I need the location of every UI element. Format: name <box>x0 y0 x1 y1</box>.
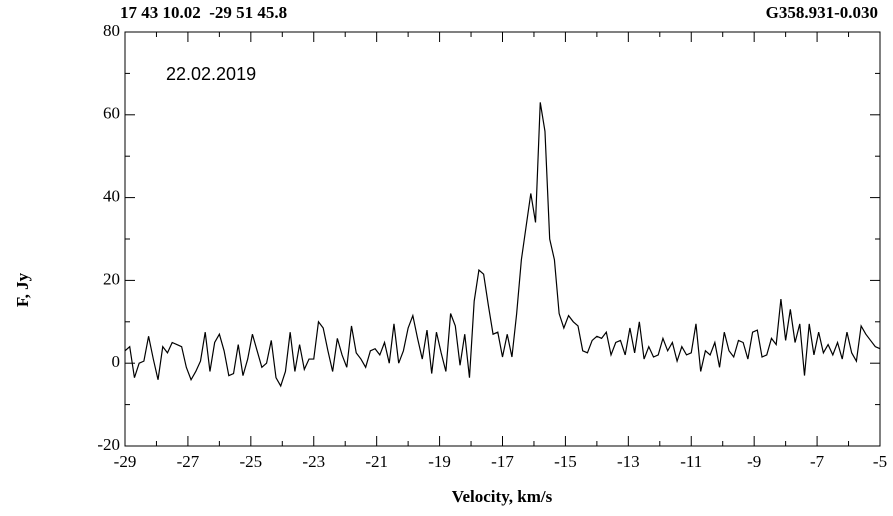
x-tick-label: -5 <box>873 452 887 471</box>
x-tick-label: -7 <box>810 452 825 471</box>
x-axis-label: Velocity, km/s <box>452 487 553 506</box>
x-tick-label: -21 <box>365 452 388 471</box>
y-tick-label: 0 <box>112 352 121 371</box>
x-tick-label: -17 <box>491 452 514 471</box>
x-tick-label: -15 <box>554 452 577 471</box>
x-tick-label: -13 <box>617 452 640 471</box>
x-tick-label: -29 <box>114 452 137 471</box>
title-left: 17 43 10.02 -29 51 45.8 <box>120 3 287 22</box>
y-tick-label: -20 <box>97 435 120 454</box>
x-tick-label: -25 <box>239 452 262 471</box>
y-tick-label: 20 <box>103 269 120 288</box>
spectrum-line <box>124 102 881 388</box>
plot-frame <box>124 31 881 447</box>
x-tick-label: -19 <box>428 452 451 471</box>
y-tick-label: 40 <box>103 187 120 206</box>
title-right: G358.931-0.030 <box>766 3 878 22</box>
x-tick-label: -27 <box>177 452 200 471</box>
y-axis-label: F, Jy <box>13 272 32 307</box>
annotation: 22.02.2019 <box>166 64 256 84</box>
x-tick-label: -11 <box>680 452 702 471</box>
x-tick-label: -23 <box>302 452 325 471</box>
y-tick-label: 60 <box>103 104 120 123</box>
x-tick-label: -9 <box>747 452 761 471</box>
y-tick-label: 80 <box>103 21 120 40</box>
